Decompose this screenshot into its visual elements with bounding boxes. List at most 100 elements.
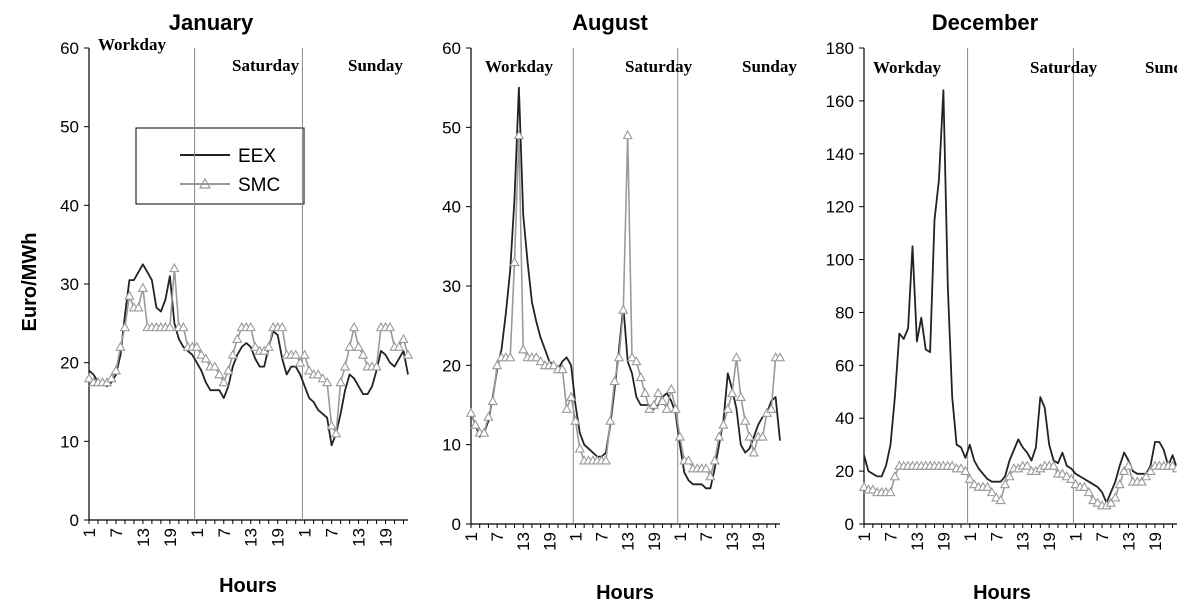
x-tick-label: 1 — [188, 528, 207, 537]
data-point-smc — [635, 371, 646, 382]
day-label-saturday: Saturday — [1030, 58, 1098, 77]
data-point-smc — [726, 387, 738, 398]
data-point-smc — [531, 352, 542, 362]
x-tick-label: 7 — [215, 528, 234, 537]
data-point-smc — [299, 349, 310, 359]
data-point-smc — [478, 427, 490, 437]
day-label-workday: Workday — [98, 35, 167, 54]
data-point-smc — [487, 395, 498, 405]
y-tick-label: 0 — [845, 515, 854, 534]
data-point-smc — [245, 321, 256, 332]
data-point-smc — [277, 321, 288, 332]
x-tick-label: 13 — [1120, 532, 1139, 551]
x-tick-label: 7 — [987, 532, 1006, 541]
x-tick-label: 7 — [323, 528, 342, 537]
data-point-smc — [357, 349, 369, 359]
y-tick-label: 160 — [826, 92, 854, 111]
data-point-smc — [648, 399, 659, 409]
y-tick-label: 20 — [442, 356, 461, 375]
data-point-smc — [83, 373, 95, 383]
data-point-smc — [740, 415, 751, 425]
y-tick-label: 30 — [442, 277, 461, 296]
legend-box: EEX SMC — [135, 127, 305, 205]
day-label-workday: Workday — [485, 57, 554, 76]
x-tick-label: 19 — [934, 532, 953, 551]
data-point-smc — [548, 360, 559, 370]
panel-august: August Hours — [572, 10, 654, 604]
data-point-smc — [605, 415, 616, 425]
data-point-smc — [670, 403, 681, 413]
title-august: August — [572, 10, 648, 35]
data-point-smc — [465, 407, 477, 417]
data-point-smc — [713, 431, 725, 441]
panel-december: December Hours — [932, 10, 1039, 604]
x-tick-label: 1 — [961, 532, 980, 541]
data-point-smc — [731, 352, 742, 362]
xlabel-august: Hours — [596, 582, 654, 604]
data-point-smc — [232, 333, 243, 343]
data-point-smc — [600, 455, 612, 465]
x-tick-label: 7 — [697, 532, 716, 541]
data-point-smc — [124, 290, 135, 300]
data-point-smc — [196, 349, 207, 359]
data-point-smc — [1004, 471, 1015, 481]
data-point-smc — [1105, 497, 1117, 507]
data-point-smc — [304, 365, 315, 375]
y-tick-label: 0 — [452, 515, 461, 534]
y-tick-label: 20 — [835, 462, 854, 481]
data-point-smc — [398, 333, 409, 343]
data-point-smc — [218, 377, 229, 387]
x-tick-label: 1 — [1067, 532, 1086, 541]
legend-marker-smc — [198, 177, 212, 189]
data-point-smc — [718, 419, 729, 429]
data-point-smc — [1083, 486, 1094, 497]
data-point-smc — [348, 321, 360, 332]
data-point-smc — [402, 349, 414, 359]
x-tick-label: 19 — [749, 532, 768, 551]
data-point-smc — [491, 360, 503, 370]
data-point-smc — [1114, 479, 1125, 489]
y-tick-label: 60 — [835, 356, 854, 375]
series-line-eex — [470, 86, 781, 490]
y-tick-label: 60 — [442, 39, 461, 58]
data-point-smc — [885, 486, 896, 497]
y-tick-label: 0 — [70, 511, 79, 530]
x-tick-label: 13 — [619, 532, 638, 551]
data-point-smc — [535, 356, 546, 366]
x-tick-label: 7 — [107, 528, 126, 537]
data-point-smc — [505, 352, 516, 362]
data-point-smc — [964, 473, 975, 483]
data-point-smc — [169, 262, 180, 273]
y-tick-label: 30 — [60, 275, 79, 294]
data-point-smc — [384, 321, 396, 332]
data-point-smc — [609, 375, 620, 386]
title-january: January — [169, 10, 254, 35]
x-tick-label: 1 — [671, 532, 690, 541]
panel-january: January Euro/MWh Hours EEX SMC — [19, 10, 305, 597]
y-tick-label: 40 — [442, 198, 461, 217]
data-point-smc — [960, 465, 971, 476]
x-tick-label: 7 — [1093, 532, 1112, 541]
day-label-sunday: Sunday — [1145, 58, 1177, 77]
data-point-smc — [1021, 460, 1033, 470]
x-tick-label: 19 — [645, 532, 664, 551]
data-point-smc — [178, 321, 189, 332]
data-point-smc — [393, 341, 405, 351]
data-point-smc — [223, 365, 234, 375]
data-point-smc — [631, 356, 642, 366]
data-point-smc — [115, 341, 126, 351]
data-point-smc — [757, 431, 768, 441]
x-tick-label: 19 — [1040, 532, 1059, 551]
y-tick-label: 10 — [442, 436, 461, 455]
data-point-smc — [735, 391, 746, 401]
x-tick-label: 19 — [1146, 532, 1165, 551]
data-point-smc — [683, 455, 694, 465]
legend-label-eex: EEX — [238, 146, 276, 167]
data-point-smc — [986, 486, 997, 497]
y-tick-label: 80 — [835, 303, 854, 322]
data-point-smc — [200, 353, 211, 363]
data-point-smc — [339, 361, 351, 371]
y-tick-label: 40 — [835, 409, 854, 428]
plot-area-december: 0 20 40 60 80 100 120 140 160 180 Workday Saturday S… — [826, 39, 1177, 551]
